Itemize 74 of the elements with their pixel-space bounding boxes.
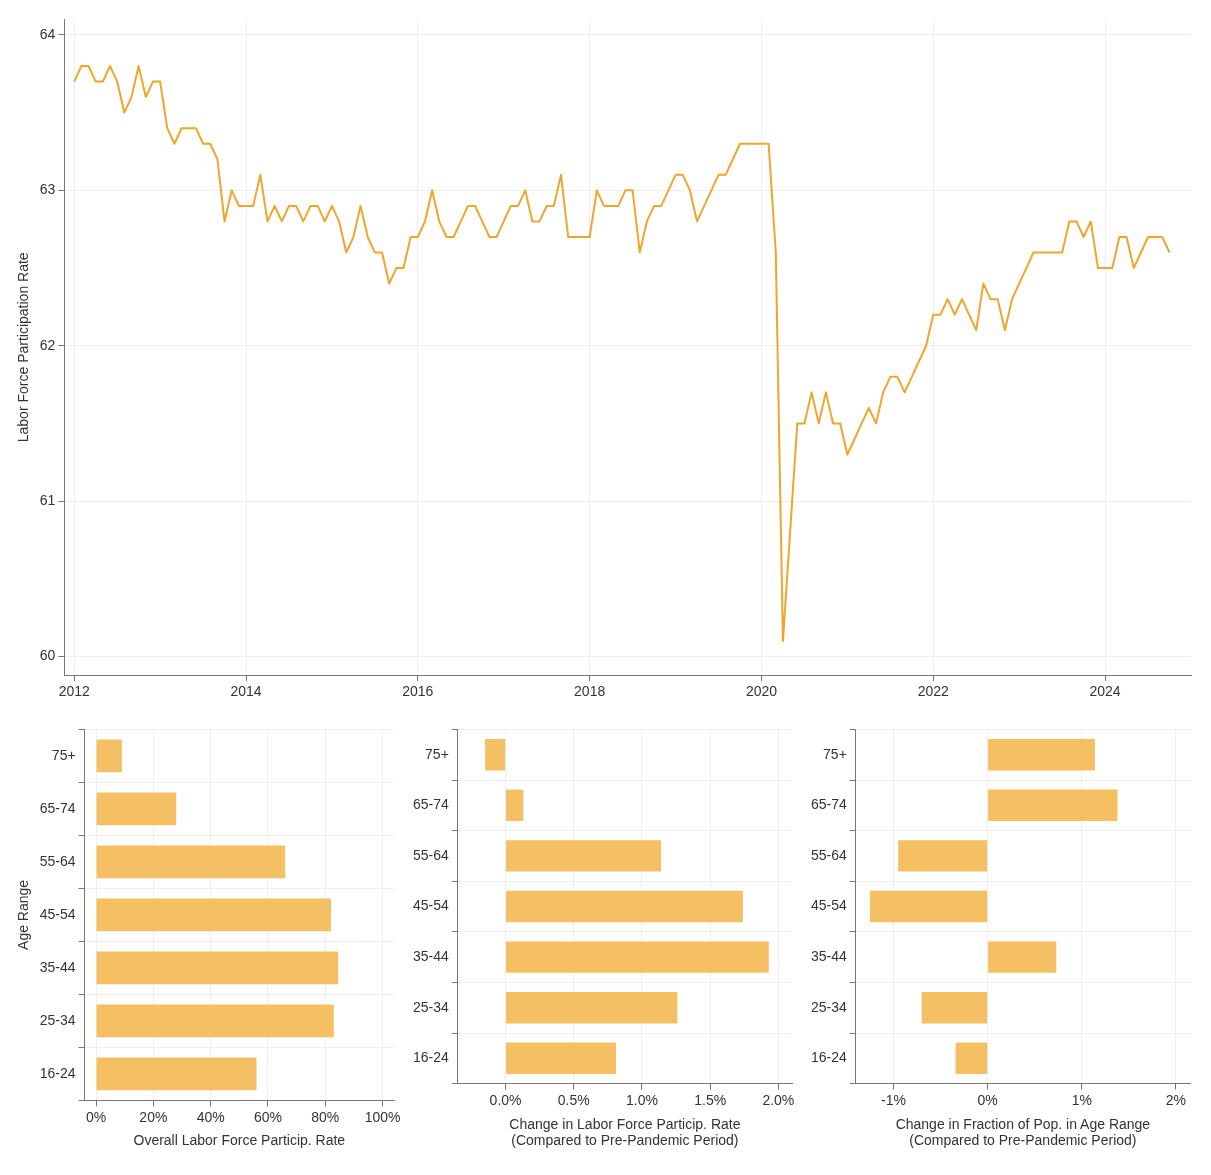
x-axis-title: Change in Fraction of Pop. in Age Range (Compared to Pre-Pandemic Period): [895, 1115, 1151, 1149]
bar: [988, 739, 1095, 771]
bar: [506, 890, 743, 923]
y-axis-title: Labor Force Participation Rate: [15, 252, 32, 443]
x-tick-label: 0%: [977, 1091, 998, 1108]
bar: [869, 890, 988, 923]
bar: [898, 840, 988, 872]
x-tick-label: 60%: [253, 1108, 282, 1125]
x-tick-label: 2020: [745, 683, 778, 700]
y-tick-label: 16-24: [39, 1064, 76, 1081]
x-tick-label: 1.0%: [625, 1091, 658, 1108]
x-tick-label: 2014: [230, 683, 262, 700]
y-tick-label: 45-54: [39, 905, 76, 922]
x-tick-label: 2024: [1089, 683, 1121, 700]
x-tick-label: 2%: [1165, 1091, 1186, 1108]
bar: [96, 951, 339, 985]
bar: [96, 898, 331, 932]
x-tick-label: 1%: [1071, 1091, 1092, 1108]
y-tick-label: 65-74: [412, 796, 450, 813]
bar: [485, 739, 506, 771]
y-tick-label: 63: [39, 181, 56, 198]
y-tick-label: 60: [39, 647, 56, 664]
bar: [955, 1042, 988, 1074]
bar: [988, 789, 1118, 821]
y-tick-label: 64: [39, 25, 56, 42]
y-tick-label: 75+: [51, 746, 76, 763]
bar: [96, 792, 177, 826]
bar: [96, 1057, 257, 1091]
y-tick-label: 16-24: [810, 1049, 848, 1066]
bar: [506, 941, 769, 973]
y-tick-label: 16-24: [412, 1049, 450, 1066]
y-axis-title: Age Range: [15, 879, 32, 950]
x-tick-label: 2016: [402, 683, 434, 700]
y-tick-label: 35-44: [412, 947, 450, 964]
x-axis-title: Change in Labor Force Particip. Rate (Compared to Pre-Pandemic Period): [509, 1115, 741, 1149]
x-axis-title: Overall Labor Force Particip. Rate: [133, 1132, 346, 1149]
y-tick-label: 55-64: [39, 852, 76, 869]
y-tick-label: 62: [39, 336, 56, 353]
bar: [506, 1042, 617, 1074]
x-tick-label: 20%: [139, 1108, 168, 1125]
x-tick-label: 40%: [196, 1108, 225, 1125]
x-tick-label: 2012: [58, 683, 90, 700]
bar: [506, 840, 662, 872]
y-tick-label: 35-44: [810, 947, 848, 964]
y-tick-label: 35-44: [39, 958, 76, 975]
x-tick-label: 2.0%: [762, 1091, 795, 1108]
x-tick-label: 0%: [85, 1108, 107, 1125]
bar: [988, 941, 1057, 973]
bar: [96, 845, 286, 879]
y-tick-label: 55-64: [810, 846, 848, 863]
y-tick-label: 45-54: [810, 897, 848, 914]
bar: [921, 992, 988, 1024]
y-tick-label: 25-34: [412, 998, 450, 1015]
y-tick-label: 75+: [425, 745, 449, 762]
y-tick-label: 25-34: [810, 998, 848, 1015]
x-tick-label: -1%: [881, 1091, 906, 1108]
y-tick-label: 55-64: [412, 846, 450, 863]
x-tick-label: 80%: [311, 1108, 340, 1125]
x-tick-label: 2018: [574, 683, 606, 700]
y-tick-label: 65-74: [39, 799, 76, 816]
x-tick-label: 0.5%: [557, 1091, 590, 1108]
y-tick-label: 65-74: [810, 796, 848, 813]
y-tick-label: 61: [39, 492, 56, 509]
x-tick-label: 2022: [917, 683, 950, 700]
y-tick-label: 25-34: [39, 1011, 76, 1028]
bar: [506, 992, 678, 1024]
x-tick-label: 1.5%: [694, 1091, 727, 1108]
x-tick-label: 100%: [364, 1108, 401, 1125]
bar: [96, 1004, 334, 1038]
y-tick-label: 75+: [823, 745, 847, 762]
bar: [96, 739, 122, 773]
x-tick-label: 0.0%: [489, 1091, 522, 1108]
bar: [506, 789, 524, 821]
y-tick-label: 45-54: [412, 897, 450, 914]
